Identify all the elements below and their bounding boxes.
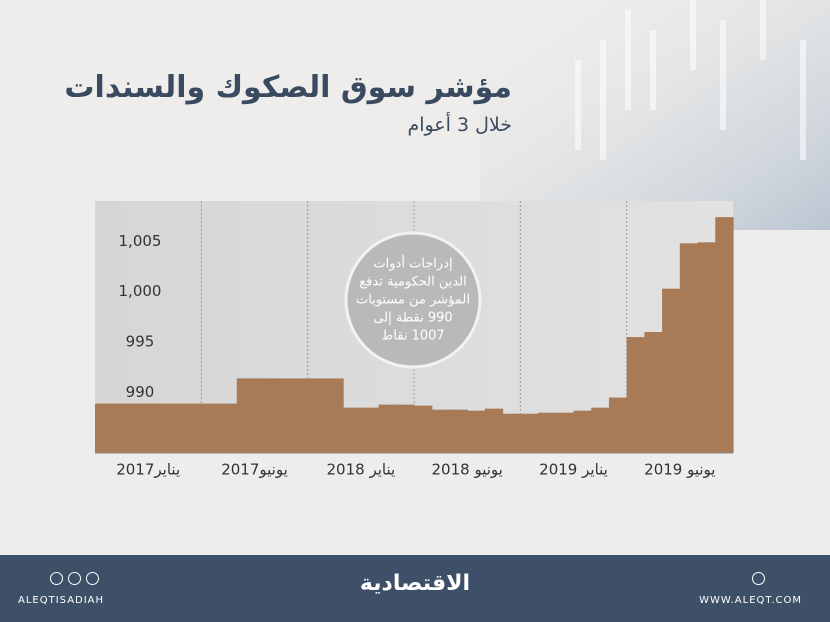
footer-handle: ALEQTISADIAH: [18, 595, 105, 606]
icon: [68, 572, 81, 585]
area-step: [201, 403, 220, 453]
x-tick-label: يناير 2019: [539, 461, 608, 479]
area-step: [573, 410, 592, 453]
annotation-line: 990 نقطة إلى: [373, 311, 452, 326]
area-step: [555, 412, 575, 453]
area-step: [608, 397, 628, 453]
y-tick-label: 990: [126, 383, 155, 401]
area-step: [662, 288, 681, 453]
area-step: [289, 378, 309, 453]
x-tick-label: يونيو 2019: [644, 461, 715, 479]
area-step: [679, 243, 699, 453]
area-step: [307, 378, 326, 453]
area-step: [449, 409, 468, 453]
y-tick-label: 1,005: [119, 232, 162, 250]
title: مؤشر سوق الصكوك والسندات: [64, 70, 512, 105]
footer-website: WWW.ALEQT.COM: [699, 595, 802, 606]
x-tick-label: يونيو2017: [221, 461, 288, 479]
area-step: [484, 408, 504, 453]
area-step: [414, 405, 433, 453]
annotation-line: الدين الحكومية تدفع: [359, 275, 466, 290]
y-tick-label: 995: [126, 333, 155, 351]
icon: [752, 572, 765, 585]
area-step: [591, 407, 610, 453]
area-step: [360, 407, 380, 453]
area-step: [130, 403, 149, 453]
area-step: [254, 378, 273, 453]
area-step: [467, 410, 486, 453]
annotation-line: المؤشر من مستويات: [356, 293, 470, 308]
area-step: [626, 337, 645, 453]
area-step: [697, 242, 716, 453]
area-step: [325, 378, 344, 453]
area-step: [378, 404, 397, 453]
icon: [86, 572, 99, 585]
x-tick-label: يناير2017: [116, 461, 180, 479]
area-step: [236, 378, 256, 453]
area-step: [219, 403, 238, 453]
area-step: [112, 403, 132, 453]
y-tick-label: 1,000: [119, 282, 162, 300]
area-step: [148, 403, 167, 453]
x-tick-label: يناير 2018: [326, 461, 395, 479]
chart: إدراجات أدوات الدين الحكومية تدفع المؤشر م…: [95, 0, 830, 479]
subtitle: خلال 3 أعوام: [407, 114, 512, 136]
decor-bars: [575, 0, 806, 160]
area-step: [502, 413, 521, 453]
area-step: [95, 403, 114, 453]
area-step: [272, 378, 291, 453]
annotation-circle: [344, 231, 482, 369]
area-step: [183, 403, 202, 453]
icon: [50, 572, 63, 585]
area-step: [343, 407, 362, 453]
annotation-line: إدراجات أدوات: [373, 255, 452, 272]
area-step: [520, 413, 539, 453]
x-tick-label: يونيو 2018: [431, 461, 502, 479]
area-step: [538, 412, 557, 453]
area-step: [715, 217, 734, 453]
area-step: [644, 332, 663, 453]
area-step: [431, 409, 451, 453]
area-step: [165, 403, 185, 453]
logo: الاقتصادية: [359, 571, 471, 596]
area-step: [396, 404, 415, 453]
annotation-line: 1007 نقاط: [381, 329, 444, 344]
footer: ALEQTISADIAH الاقتصادية WWW.ALEQT.COM: [0, 555, 830, 622]
